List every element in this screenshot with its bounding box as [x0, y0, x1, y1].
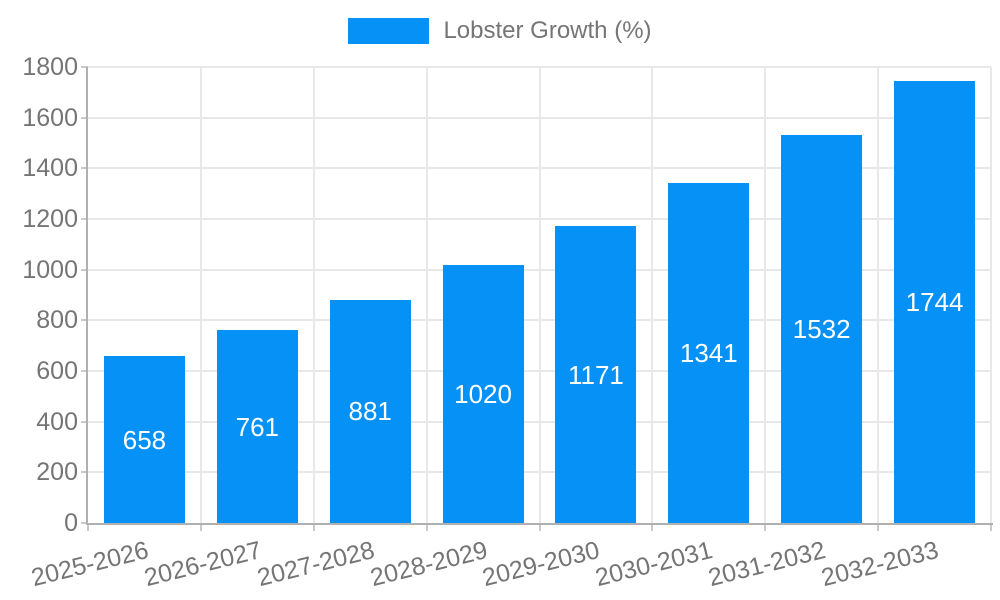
bar-value-label: 761 [235, 411, 279, 442]
y-tick-label: 1600 [22, 103, 78, 132]
x-axis-line [86, 523, 993, 525]
y-axis-line [86, 67, 88, 525]
x-tick [651, 523, 654, 531]
y-tick-label: 0 [64, 509, 78, 537]
plot-area: 658 761 881 1020 1171 1341 1532 1744 [81, 66, 993, 531]
y-tick-label: 400 [36, 407, 78, 436]
y-tick-label: 200 [36, 458, 78, 487]
legend-label: Lobster Growth (%) [443, 17, 652, 44]
x-tick [990, 523, 992, 531]
bar: 881 [329, 299, 411, 523]
y-tick [81, 370, 88, 372]
bar: 1744 [894, 81, 976, 523]
v-gridline [764, 67, 767, 523]
y-tick [81, 116, 88, 119]
legend-item[interactable]: Lobster Growth (%) [0, 16, 1000, 46]
bar: 658 [103, 356, 185, 523]
bar: 1341 [668, 183, 750, 523]
x-tick [877, 523, 880, 531]
v-gridline [425, 67, 428, 523]
v-gridline [877, 67, 880, 523]
legend-swatch [348, 18, 430, 44]
y-axis: 0 200 400 600 800 1000 1200 1400 1600 1800 [0, 53, 78, 537]
v-gridline [199, 67, 202, 523]
y-tick-label: 1200 [22, 205, 78, 233]
y-tick-label: 1000 [22, 255, 78, 284]
x-tick-label: 2025-2026 [28, 536, 152, 593]
y-tick-label: 1800 [22, 53, 78, 81]
y-tick [81, 471, 88, 474]
bar-value-label: 881 [348, 396, 392, 427]
y-tick [81, 522, 88, 524]
y-tick [81, 66, 88, 68]
bar-value-label: 658 [122, 424, 167, 455]
x-tick [312, 523, 315, 531]
x-tick-label: 2030-2031 [592, 536, 716, 593]
y-tick [81, 218, 88, 220]
bar: 1171 [555, 226, 637, 523]
y-tick-label: 1400 [22, 154, 78, 183]
v-gridline [312, 67, 315, 523]
x-tick-label: 2028-2029 [367, 536, 490, 593]
x-tick-label: 2027-2028 [254, 536, 377, 593]
x-tick [538, 523, 541, 531]
y-tick-label: 800 [36, 306, 78, 335]
v-gridline [651, 67, 654, 523]
x-tick-label: 2029-2030 [479, 536, 603, 593]
x-tick-label: 2026-2027 [141, 536, 265, 593]
x-tick [199, 523, 202, 531]
bar-value-label: 1532 [792, 313, 851, 344]
bar-value-label: 1171 [567, 359, 624, 390]
bar: 1532 [781, 134, 863, 523]
x-tick [425, 523, 428, 531]
bar: 761 [216, 330, 298, 523]
x-tick-label: 2032-2033 [818, 536, 942, 593]
x-tick-label: 2031-2032 [705, 536, 829, 593]
y-tick-label: 600 [36, 357, 78, 385]
v-gridline [990, 67, 992, 523]
y-tick [81, 319, 88, 322]
y-tick [81, 420, 88, 423]
x-tick [87, 523, 89, 531]
v-gridline [538, 67, 541, 523]
y-tick [81, 268, 88, 271]
x-tick [764, 523, 767, 531]
bar-value-label: 1744 [905, 287, 964, 318]
bar-value-label: 1341 [679, 338, 738, 369]
bar-value-label: 1020 [454, 378, 512, 409]
y-tick [81, 167, 88, 170]
bar: 1020 [442, 264, 524, 523]
